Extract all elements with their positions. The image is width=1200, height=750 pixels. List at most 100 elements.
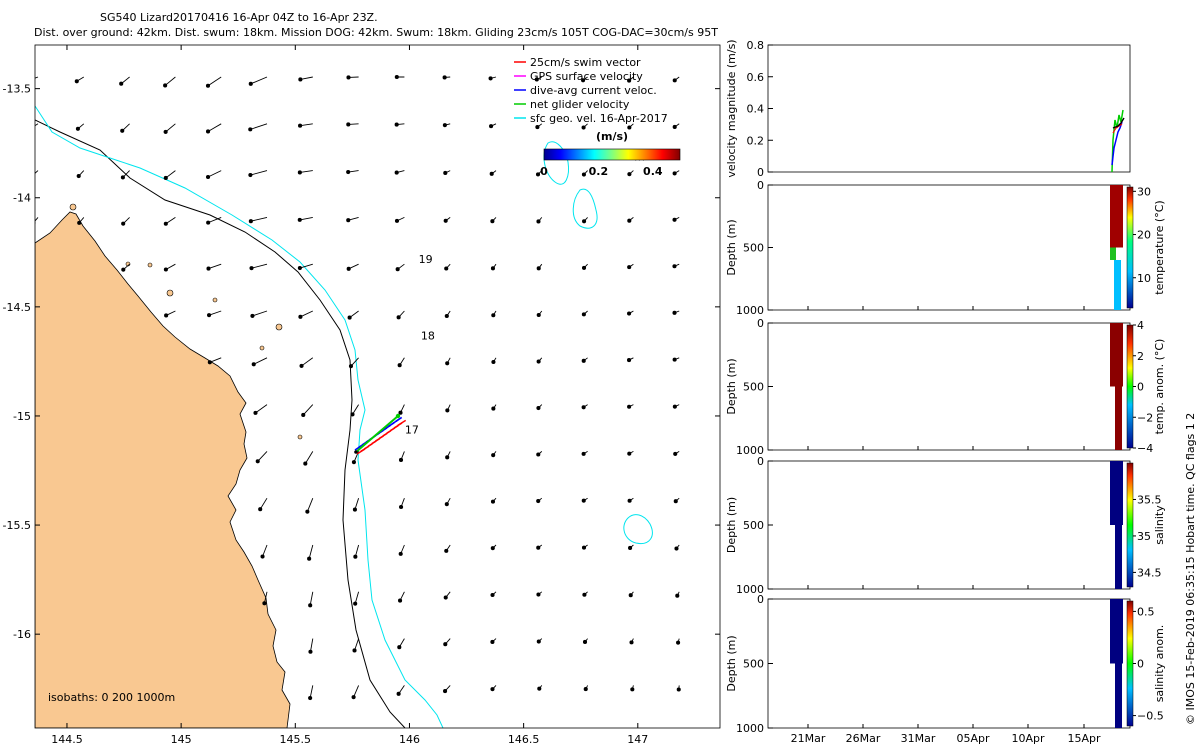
current-vector <box>299 216 313 221</box>
panel-x-tick-label: 05Apr <box>956 732 990 745</box>
hour-label: 19 <box>419 253 433 266</box>
current-vector-head <box>76 173 81 179</box>
profile-column <box>1110 461 1123 589</box>
panel-y-label: velocity magnitude (m/s) <box>725 39 738 177</box>
panel-x-tick-label: 21Mar <box>791 732 826 745</box>
colorbar-tick-label: 2 <box>1137 350 1144 363</box>
map-y-tick-label: -16 <box>13 628 31 641</box>
current-vector <box>302 404 314 416</box>
current-vector-head <box>490 687 495 692</box>
current-vector-head <box>347 315 352 320</box>
current-vector <box>445 732 450 738</box>
reef-island <box>275 323 283 331</box>
current-vector-head <box>676 640 681 645</box>
current-vector-head <box>206 220 211 225</box>
panel-y-tick-label: 0.2 <box>747 134 765 147</box>
current-vector-head <box>627 311 632 316</box>
panel-x-tick-label: 26Mar <box>846 732 881 745</box>
current-vector-head <box>581 545 587 550</box>
current-vector <box>35 217 39 222</box>
colorbar-tick-label: 20 <box>1137 229 1151 242</box>
reef-island <box>259 345 265 351</box>
current-vector-head <box>303 461 308 466</box>
current-vector-head <box>119 81 124 86</box>
panel-frame <box>767 184 1131 311</box>
current-vector-head <box>536 359 541 364</box>
current-vector <box>250 170 268 176</box>
current-vector <box>35 123 39 127</box>
current-vector-head <box>346 75 351 80</box>
current-vector-head <box>444 266 449 271</box>
current-vector-head <box>488 76 493 81</box>
current-vector-head <box>628 545 633 551</box>
current-vector-head <box>395 267 400 272</box>
current-vector-head <box>628 593 633 598</box>
current-vector-head <box>627 78 632 83</box>
current-vector-head <box>672 78 677 83</box>
current-vector-head <box>260 554 265 559</box>
current-vector-head <box>249 266 254 271</box>
colorbar-tick-label: 0 <box>1137 381 1144 394</box>
chart-subtitle: Dist. over ground: 42km. Dist. swum: 18k… <box>34 26 718 39</box>
current-vector-head <box>627 498 632 503</box>
panel-y-tick-label: 1000 <box>736 444 764 457</box>
current-vector-head <box>396 691 401 696</box>
speed-colorbar <box>543 148 681 161</box>
current-vector-head <box>352 507 357 512</box>
current-vector-head <box>445 361 450 366</box>
current-vector-head <box>351 742 354 745</box>
current-vector-head <box>490 266 496 271</box>
current-vector-head <box>248 219 253 224</box>
isobath-200m <box>35 119 406 728</box>
current-vector-head <box>581 498 586 503</box>
current-vector-head <box>537 686 542 691</box>
panel-x-tick-label: 15Apr <box>1067 732 1101 745</box>
current-vector-head <box>676 687 681 692</box>
colorbar-tick-label: 35.5 <box>1137 493 1162 506</box>
current-vector-head <box>490 639 495 645</box>
current-vector <box>250 216 268 222</box>
current-vector-head <box>35 221 36 225</box>
current-vector-head <box>627 172 632 177</box>
current-vector-head <box>258 507 263 512</box>
current-vector <box>266 732 267 742</box>
track-start-marker <box>354 450 358 454</box>
profile-column <box>1110 185 1123 310</box>
panel-x-tick-label: 31Mar <box>901 732 936 745</box>
current-vector-head <box>536 545 541 550</box>
current-vector-head <box>352 648 357 653</box>
current-vector-head <box>307 556 312 561</box>
current-vector-head <box>536 405 541 411</box>
current-vector-head <box>348 364 354 369</box>
current-vector-head <box>678 735 681 738</box>
colorbar-label: temp. anom. (°C) <box>1153 339 1166 435</box>
current-vector-head <box>163 129 168 134</box>
current-vector-head <box>443 689 448 694</box>
profile-column <box>1110 323 1123 450</box>
current-vector <box>308 544 314 559</box>
current-vector-head <box>163 267 168 272</box>
current-vector-head <box>443 170 448 175</box>
net-glider-velocity <box>355 415 399 453</box>
current-vector <box>300 310 313 318</box>
surface-geo-speed-trace <box>1112 117 1125 129</box>
current-vector-head <box>30 126 33 129</box>
current-vector-head <box>205 174 211 180</box>
current-vector-head <box>251 362 256 367</box>
current-vector <box>259 497 268 510</box>
panel-frame <box>767 598 1131 729</box>
profile-lower <box>1115 663 1122 728</box>
panel-y-tick-label: 500 <box>743 242 764 255</box>
panel-y-tick-label: 0.4 <box>747 103 765 116</box>
colorbar-tick-label: 35 <box>1137 530 1151 543</box>
current-vector <box>299 170 313 173</box>
current-vector-head <box>205 129 211 134</box>
current-vector-head <box>396 315 401 320</box>
current-vector <box>309 685 314 699</box>
map-y-tick-label: -13.5 <box>3 83 31 96</box>
panel-y-tick-label: 500 <box>743 519 764 532</box>
current-vector-head <box>394 218 400 223</box>
current-vector-head <box>581 358 586 363</box>
current-vector-head <box>444 548 449 553</box>
